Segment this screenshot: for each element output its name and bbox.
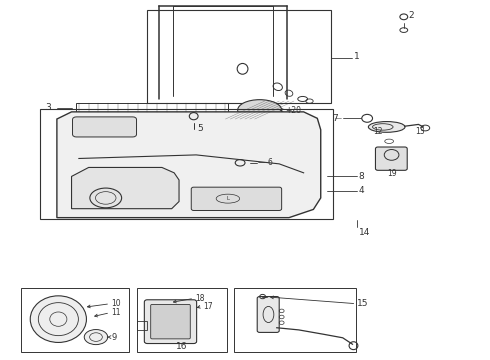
Text: 9: 9 xyxy=(111,333,116,342)
Text: 12: 12 xyxy=(373,127,383,136)
Bar xyxy=(76,103,228,113)
Ellipse shape xyxy=(238,100,282,121)
Text: 17: 17 xyxy=(203,302,213,311)
Polygon shape xyxy=(72,167,179,209)
FancyBboxPatch shape xyxy=(257,297,279,332)
Text: L: L xyxy=(226,196,229,201)
FancyBboxPatch shape xyxy=(145,300,196,343)
Ellipse shape xyxy=(84,329,108,345)
Bar xyxy=(137,288,227,352)
Bar xyxy=(147,10,331,103)
Text: 18: 18 xyxy=(195,294,205,303)
FancyBboxPatch shape xyxy=(375,147,407,170)
Text: 1: 1 xyxy=(353,53,359,62)
Text: 2: 2 xyxy=(409,10,415,19)
Polygon shape xyxy=(57,112,321,218)
FancyBboxPatch shape xyxy=(151,305,190,339)
Text: 7: 7 xyxy=(332,114,338,123)
Ellipse shape xyxy=(368,122,405,132)
Bar xyxy=(234,288,356,352)
Bar xyxy=(40,109,333,220)
Text: 15: 15 xyxy=(357,299,369,308)
Text: 16: 16 xyxy=(176,342,187,351)
Text: 14: 14 xyxy=(359,228,370,237)
Text: 5: 5 xyxy=(197,123,203,132)
Text: 10: 10 xyxy=(111,299,121,308)
Text: +20: +20 xyxy=(286,105,301,114)
Text: 11: 11 xyxy=(111,308,121,317)
FancyBboxPatch shape xyxy=(191,187,282,211)
Text: 4: 4 xyxy=(359,186,365,195)
Text: 3: 3 xyxy=(45,103,51,112)
Text: 13: 13 xyxy=(415,127,425,136)
FancyBboxPatch shape xyxy=(73,117,137,137)
Text: —: — xyxy=(335,115,342,121)
Text: 19: 19 xyxy=(387,169,396,178)
Text: — 6: — 6 xyxy=(258,158,272,167)
Text: 8: 8 xyxy=(359,172,365,181)
Ellipse shape xyxy=(30,296,86,342)
Bar xyxy=(21,288,129,352)
Bar xyxy=(137,321,147,330)
